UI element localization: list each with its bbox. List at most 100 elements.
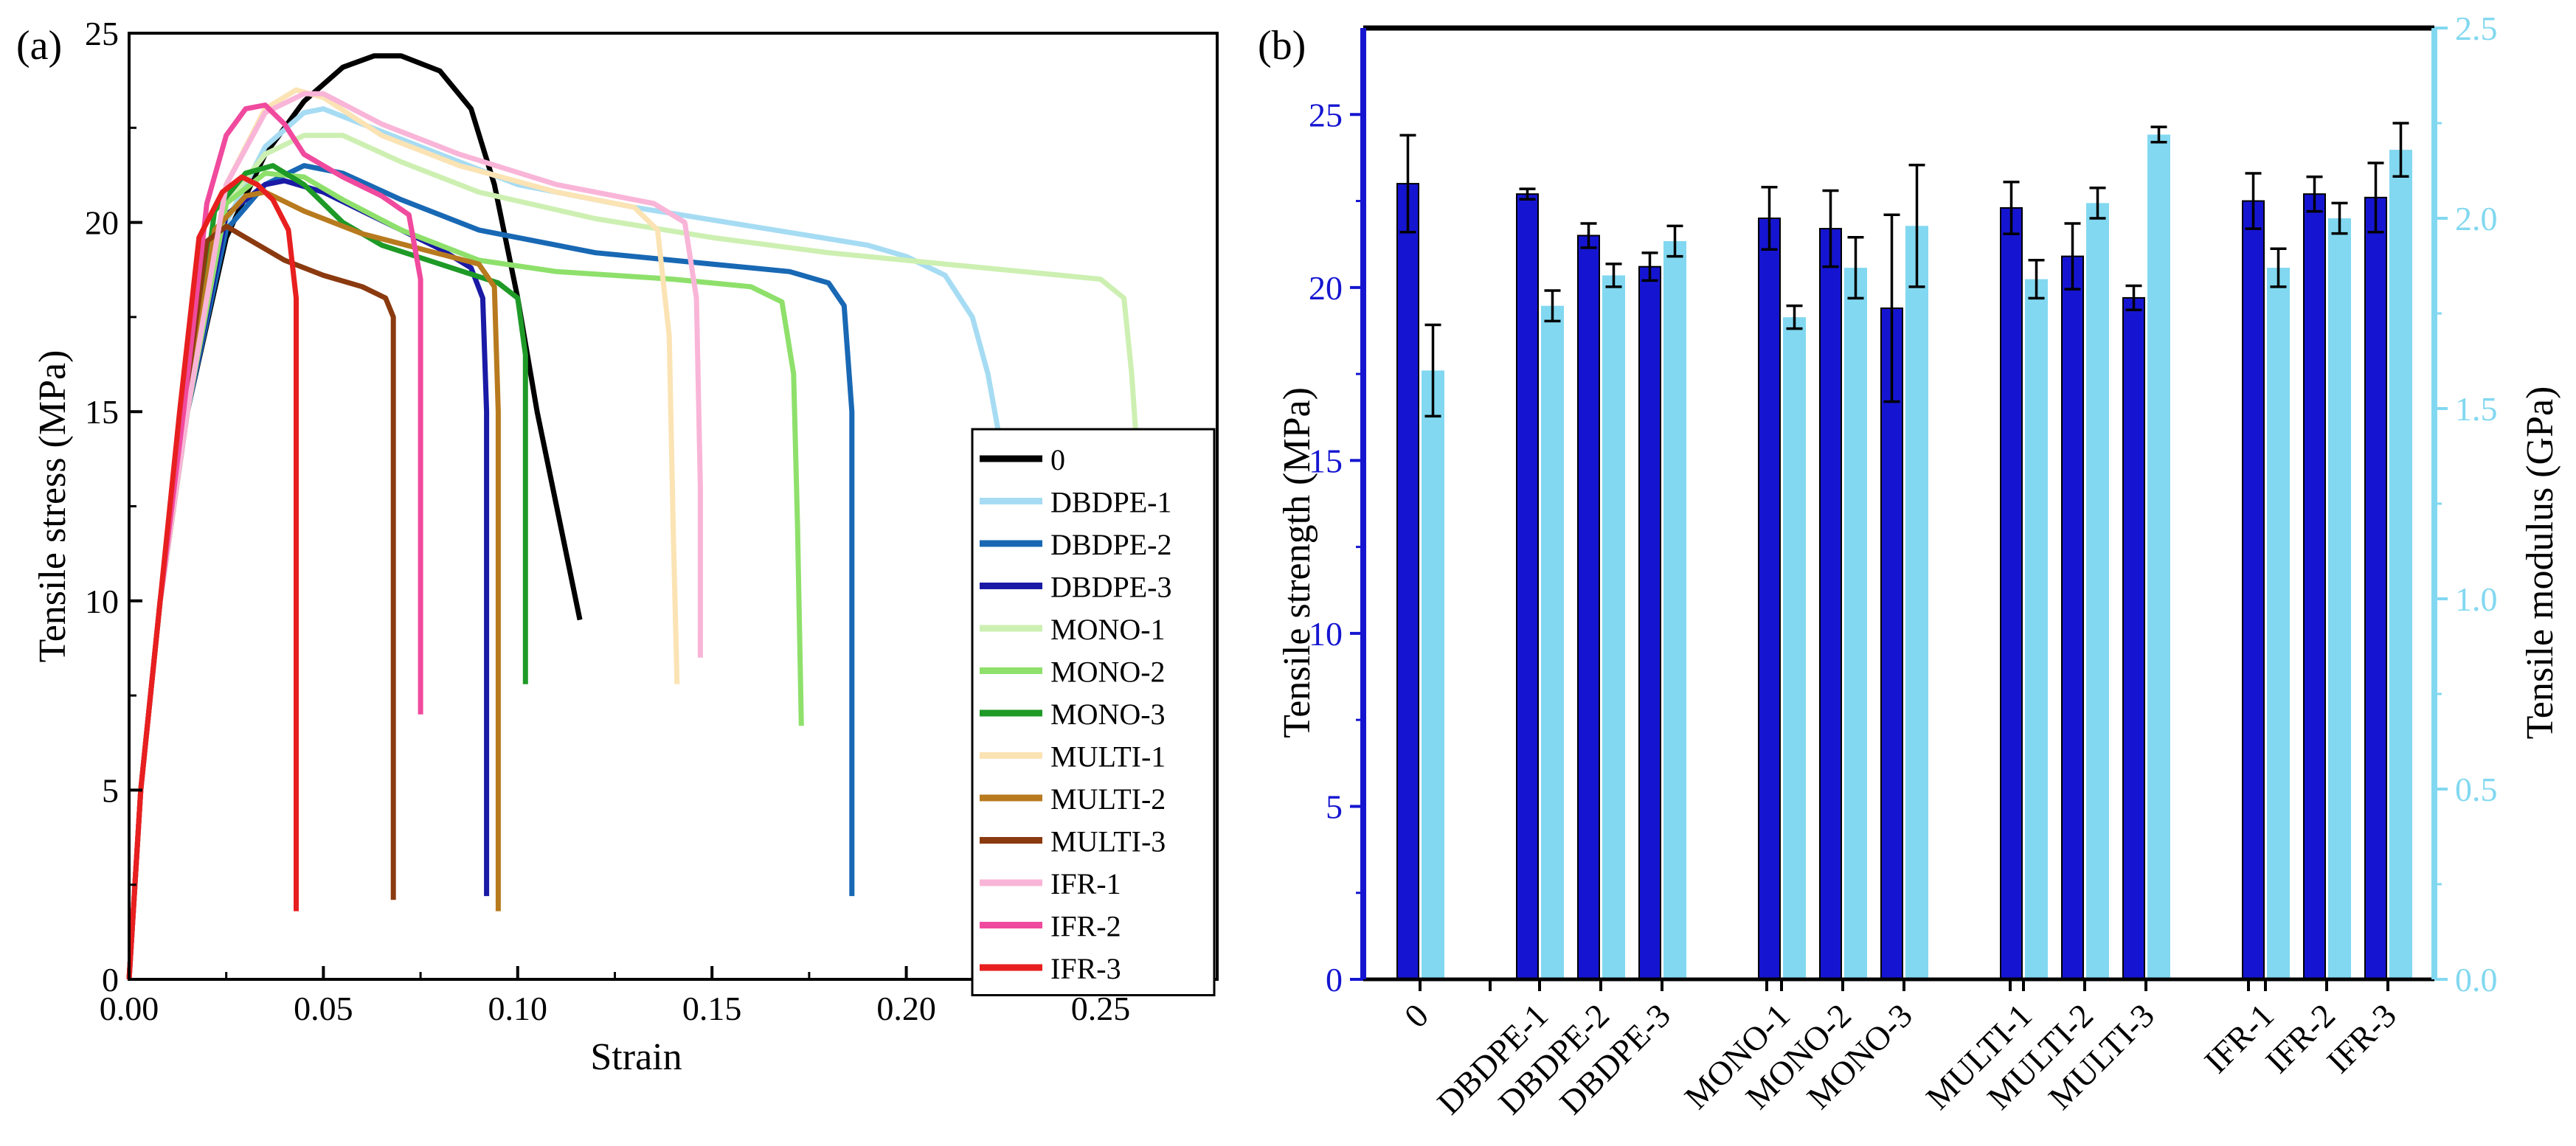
category-label: IFR-1 — [2197, 996, 2281, 1080]
bar-strength — [1577, 235, 1600, 981]
y-tick-label-left: 10 — [1309, 615, 1343, 653]
error-bar-strength — [2245, 172, 2262, 230]
bar-modulus — [1422, 370, 1444, 979]
x-tick-label-a: 0.20 — [876, 990, 936, 1027]
bar-modulus — [2328, 218, 2351, 979]
bar-strength — [1396, 183, 1419, 980]
y-tick-label-right: 2.0 — [2455, 200, 2498, 237]
bar-modulus — [1783, 317, 1806, 979]
curve-DBDPE-3 — [126, 178, 490, 980]
curve-0 — [126, 53, 583, 980]
legend-label: MULTI-1 — [1050, 740, 1166, 774]
bar-modulus — [1905, 226, 1928, 979]
error-bar-strength — [1761, 186, 1778, 251]
bar-modulus — [2267, 268, 2290, 980]
bar-strength — [2061, 255, 2084, 981]
y-tick-label-right: 1.0 — [2455, 580, 2498, 618]
chart-a: 0.00 0.05 0.10 0.15 0.20 0.250510152025Strain… — [32, 15, 1219, 1078]
bar-strength — [2000, 206, 2023, 981]
legend-label: DBDPE-1 — [1050, 486, 1171, 519]
x-tick-label-a: 0.00 — [100, 990, 159, 1027]
panel-b-label: (b) — [1258, 23, 1306, 69]
error-bar-modulus — [1786, 304, 1803, 330]
legend-label: DBDPE-2 — [1050, 528, 1171, 561]
x-tick-label-a: 0.10 — [488, 990, 548, 1027]
error-bar-strength — [2306, 175, 2323, 213]
error-bar-modulus — [2331, 201, 2348, 235]
category-label: IFR-2 — [2258, 996, 2342, 1080]
error-bar-strength — [2367, 162, 2384, 234]
error-bar-modulus — [1544, 289, 1561, 323]
bar-modulus — [1541, 305, 1564, 979]
error-bar-modulus — [2270, 247, 2287, 288]
bar-strength — [1819, 228, 1842, 980]
y-tick-label-right: 0.5 — [2455, 771, 2498, 808]
error-bar-strength — [1822, 189, 1839, 268]
y-tick-label-left: 25 — [1309, 96, 1343, 133]
x-tick-label-a: 0.05 — [294, 990, 353, 1027]
legend-label: 0 — [1050, 443, 1065, 476]
error-bar-modulus — [2150, 125, 2167, 144]
error-bar-modulus — [1847, 236, 1864, 300]
y-tick-label-a: 5 — [102, 771, 119, 809]
bar-modulus — [2086, 203, 2109, 979]
error-bar-modulus — [1666, 224, 1683, 258]
bar-modulus — [1663, 240, 1686, 980]
y-axis-label-left: Tensile strength (MPa) — [1276, 387, 1318, 738]
y-tick-label-a: 20 — [85, 204, 119, 242]
error-bar-modulus — [2028, 259, 2045, 300]
curve-MULTI-3 — [126, 223, 396, 980]
bar-modulus — [2147, 134, 2170, 980]
legend-label: IFR-1 — [1050, 867, 1121, 900]
bar-strength — [2122, 296, 2145, 980]
error-bar-strength — [1519, 187, 1536, 201]
legend-label: IFR-3 — [1050, 952, 1121, 985]
x-axis-label-a: Strain — [590, 1036, 682, 1078]
curve-IFR-3 — [126, 174, 299, 980]
legend-label: IFR-2 — [1050, 910, 1121, 943]
y-tick-label-a: 0 — [102, 961, 119, 999]
y-axis-label-a: Tensile stress (MPa) — [32, 350, 74, 663]
bar-strength — [2242, 200, 2265, 981]
error-bar-strength — [1641, 251, 1658, 282]
category-label: IFR-3 — [2319, 996, 2403, 1080]
bar-strength — [1880, 307, 1903, 980]
bar-strength — [2364, 196, 2387, 981]
legend-label: DBDPE-3 — [1050, 571, 1171, 604]
legend-label: MONO-1 — [1050, 613, 1166, 646]
bar-strength — [1758, 218, 1781, 980]
error-bar-strength — [1580, 222, 1597, 249]
error-bar-modulus — [1424, 323, 1441, 418]
y-tick-label-left: 20 — [1309, 269, 1343, 307]
bar-modulus — [1602, 275, 1625, 979]
legend: 0 DBDPE-1 DBDPE-2 DBDPE-3 MONO-1 MONO-2 MONO-3… — [971, 428, 1216, 996]
error-bar-modulus — [2392, 122, 2409, 178]
legend-label: MULTI-3 — [1050, 825, 1166, 858]
error-bar-strength — [2064, 222, 2081, 291]
error-bar-strength — [2125, 284, 2142, 312]
error-bar-modulus — [2089, 186, 2106, 220]
y-axis-label-right: Tensile modulus (GPa) — [2519, 386, 2561, 740]
error-bar-modulus — [1908, 164, 1925, 288]
legend-label: MONO-3 — [1050, 698, 1166, 731]
y-tick-label-a: 25 — [85, 15, 119, 52]
error-bar-modulus — [1605, 263, 1622, 288]
bar-modulus — [1844, 268, 1867, 980]
y-tick-label-right: 2.5 — [2455, 10, 2498, 47]
y-tick-label-right: 0.0 — [2455, 961, 2498, 999]
curve-MULTI-2 — [126, 190, 501, 980]
curve-MONO-3 — [126, 163, 528, 980]
y-tick-label-left: 5 — [1326, 788, 1343, 825]
y-tick-label-left: 15 — [1309, 442, 1343, 479]
bar-strength — [2303, 193, 2326, 980]
x-tick-label-a: 0.15 — [682, 990, 742, 1027]
legend-label: MULTI-2 — [1050, 782, 1166, 816]
y-tick-label-a: 10 — [85, 583, 119, 620]
bar-strength — [1516, 193, 1539, 980]
category-label: 0 — [1397, 996, 1436, 1035]
bar-modulus — [2389, 150, 2412, 979]
error-bar-strength — [2003, 180, 2020, 235]
y-tick-label-left: 0 — [1326, 961, 1343, 999]
